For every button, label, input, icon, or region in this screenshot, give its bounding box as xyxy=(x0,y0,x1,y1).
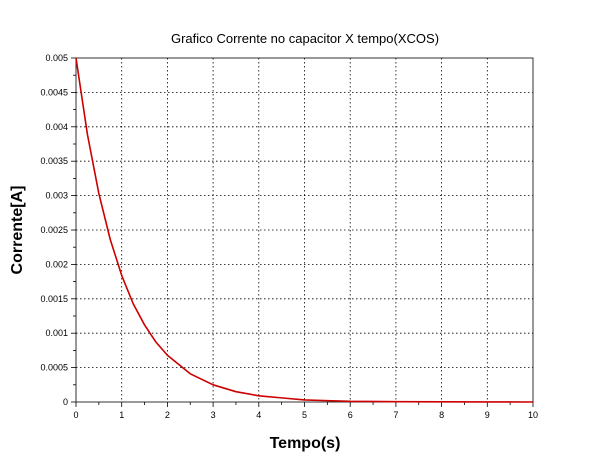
y-tick-label: 0.0015 xyxy=(40,294,68,304)
x-tick-label: 9 xyxy=(485,410,490,420)
y-tick-label: 0.0045 xyxy=(40,87,68,97)
x-tick-label: 10 xyxy=(528,410,538,420)
series-line xyxy=(75,57,534,403)
x-axis-label: Tempo(s) xyxy=(270,435,341,452)
x-tick-label: 2 xyxy=(165,410,170,420)
y-axis-ticks: 0 0.0005 0.001 0.0015 0.002 0.0025 0.003 0.0035… xyxy=(40,53,76,407)
series-group xyxy=(75,57,534,403)
chart-title: Grafico Corrente no capacitor X tempo(XC… xyxy=(171,31,439,46)
grid xyxy=(76,58,533,402)
x-tick-label: 0 xyxy=(73,410,78,420)
x-tick-label: 7 xyxy=(393,410,398,420)
y-tick-label: 0.003 xyxy=(45,191,68,201)
x-tick-label: 8 xyxy=(439,410,444,420)
x-axis-ticks: 0 1 2 3 4 5 6 7 8 9 10 xyxy=(73,402,538,420)
y-tick-label: 0.002 xyxy=(45,259,68,269)
y-tick-label: 0.005 xyxy=(45,53,68,63)
x-tick-label: 5 xyxy=(302,410,307,420)
y-tick-label: 0.0005 xyxy=(40,363,68,373)
x-tick-label: 3 xyxy=(211,410,216,420)
y-tick-label: 0.0025 xyxy=(40,225,68,235)
y-axis-label: Corrente[A] xyxy=(9,186,26,275)
x-tick-label: 1 xyxy=(119,410,124,420)
y-tick-label: 0.001 xyxy=(45,328,68,338)
y-tick-label: 0 xyxy=(63,397,68,407)
x-tick-label: 6 xyxy=(348,410,353,420)
y-tick-label: 0.0035 xyxy=(40,156,68,166)
y-tick-label: 0.004 xyxy=(45,122,68,132)
x-tick-label: 4 xyxy=(256,410,261,420)
